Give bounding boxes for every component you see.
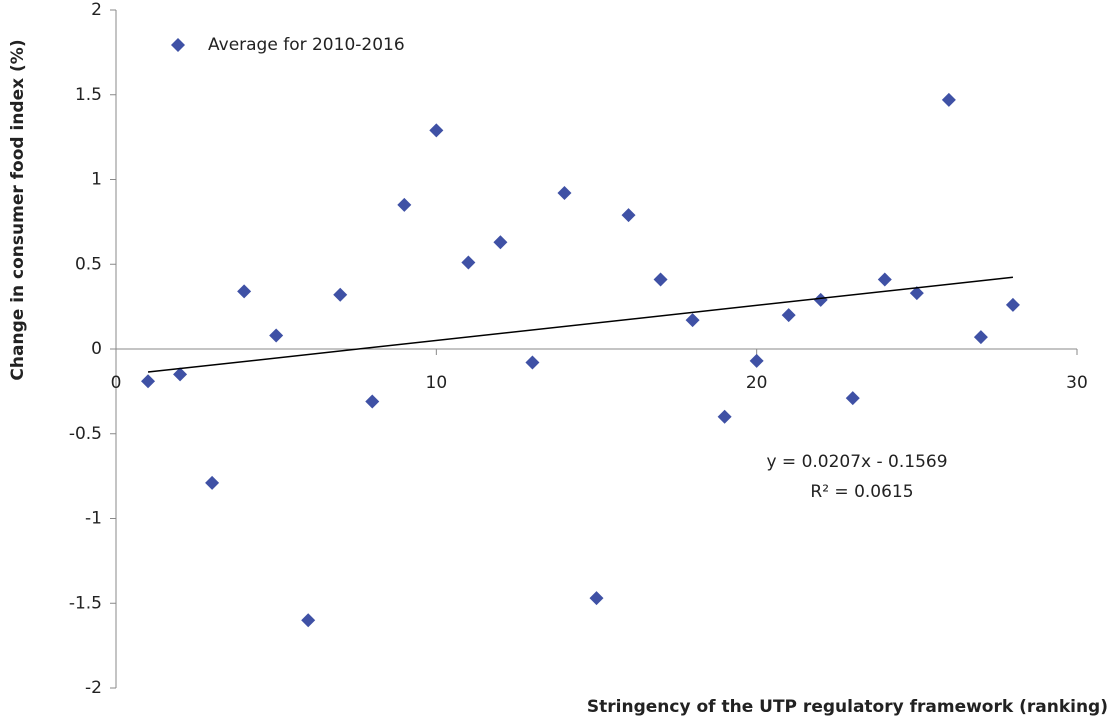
y-tick-label: -1.5 bbox=[69, 593, 102, 613]
x-tick-label: 20 bbox=[746, 373, 768, 393]
data-point bbox=[589, 591, 604, 606]
data-point bbox=[717, 409, 732, 424]
y-tick-label: -1 bbox=[85, 509, 102, 529]
x-tick-label: 0 bbox=[111, 373, 122, 393]
data-point bbox=[845, 391, 860, 406]
y-tick-label: -2 bbox=[85, 678, 102, 698]
data-point bbox=[269, 328, 284, 343]
data-point bbox=[621, 208, 636, 223]
y-tick-label: 2 bbox=[91, 0, 102, 20]
data-point bbox=[333, 287, 348, 302]
data-point bbox=[781, 308, 796, 323]
data-point bbox=[301, 613, 316, 628]
legend-marker bbox=[171, 38, 185, 52]
data-point bbox=[909, 286, 924, 301]
data-point bbox=[749, 353, 764, 368]
legend-label: Average for 2010-2016 bbox=[208, 35, 405, 55]
data-point bbox=[813, 292, 828, 307]
data-point bbox=[173, 367, 188, 382]
x-tick-label: 30 bbox=[1066, 373, 1088, 393]
data-point bbox=[557, 186, 572, 201]
data-point bbox=[429, 123, 444, 138]
data-point bbox=[493, 235, 508, 250]
y-tick-label: 1.5 bbox=[75, 85, 102, 105]
data-point bbox=[973, 330, 988, 345]
y-tick-label: 1 bbox=[91, 170, 102, 190]
data-point bbox=[461, 255, 476, 270]
data-point bbox=[877, 272, 892, 287]
data-point bbox=[237, 284, 252, 299]
data-point bbox=[1005, 297, 1020, 312]
trend-equation: y = 0.0207x - 0.1569 bbox=[766, 452, 947, 472]
y-axis-title: Change in consumer food index (%) bbox=[8, 39, 28, 380]
data-point bbox=[365, 394, 380, 409]
data-point bbox=[525, 355, 540, 370]
data-point bbox=[941, 92, 956, 107]
data-point bbox=[205, 475, 220, 490]
y-tick-label: -0.5 bbox=[69, 424, 102, 444]
data-point bbox=[685, 313, 700, 328]
x-axis-title: Stringency of the UTP regulatory framewo… bbox=[587, 697, 1108, 717]
y-tick-label: 0 bbox=[91, 339, 102, 359]
data-point bbox=[653, 272, 668, 287]
x-tick-label: 10 bbox=[426, 373, 448, 393]
trend-r-squared: R² = 0.0615 bbox=[810, 482, 913, 502]
data-point bbox=[397, 197, 412, 212]
y-tick-label: 0.5 bbox=[75, 254, 102, 274]
data-point bbox=[141, 374, 156, 389]
trend-line bbox=[147, 276, 1014, 373]
